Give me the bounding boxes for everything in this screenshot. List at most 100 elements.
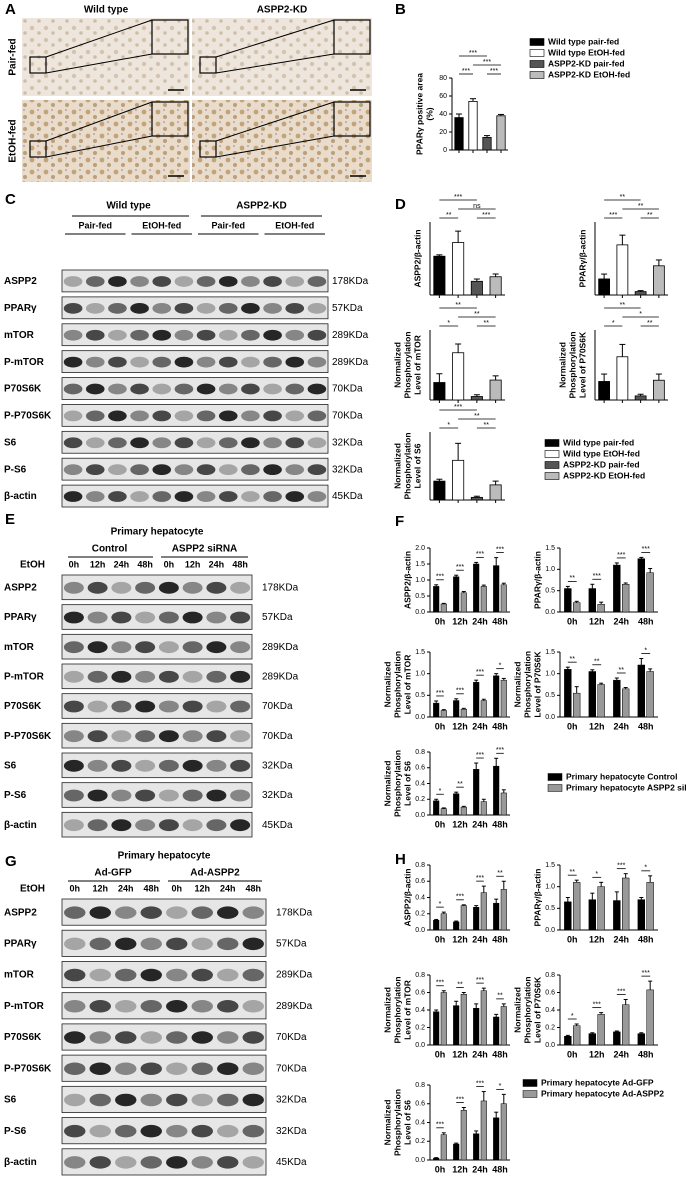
bar (637, 1033, 646, 1046)
group-label: Wild type (106, 201, 151, 212)
blot-band (307, 302, 327, 314)
blot-band (285, 329, 305, 341)
blot-band (166, 1093, 188, 1107)
blot-band (218, 437, 238, 449)
size-label: 178KDa (276, 907, 313, 918)
y-tick-label: 0.5 (545, 905, 555, 912)
blot-band (217, 1124, 239, 1138)
inset-box (29, 56, 47, 74)
x-tick-label: 48h (492, 1049, 508, 1059)
bar (480, 1100, 487, 1161)
significance-label: * (439, 788, 442, 795)
blot-band (263, 437, 282, 449)
blot-band (217, 1093, 239, 1107)
y-axis-label: Level of P70S6K (577, 331, 587, 398)
y-tick-label: 1.0 (545, 671, 555, 678)
time-label: 0h (69, 883, 80, 893)
blot-band (140, 1093, 162, 1107)
significance-label: * (447, 422, 450, 429)
significance-label: ** (594, 659, 600, 666)
bar (622, 1004, 630, 1046)
blot-band (111, 819, 132, 832)
blot-band (166, 906, 188, 919)
blot-band (196, 329, 216, 341)
bar (453, 1143, 460, 1161)
significance-label: *** (617, 552, 625, 559)
blot-band (263, 276, 282, 287)
blot-band (241, 437, 260, 449)
blot-band (182, 759, 203, 772)
blot-title: Primary hepatocyte (118, 851, 211, 862)
bar (480, 801, 487, 816)
y-axis-label: Normalized (382, 1100, 392, 1146)
blot-band (263, 356, 282, 368)
protein-label: S6 (4, 1095, 17, 1106)
bar (637, 558, 646, 613)
bar (573, 692, 581, 718)
significance-label: *** (609, 212, 617, 219)
bar (440, 992, 447, 1046)
blot-band (174, 356, 194, 368)
bar (500, 584, 507, 613)
protein-label: ASPP2 (4, 582, 37, 593)
blot-band (158, 641, 179, 654)
y-tick-label: 0.6 (415, 1101, 425, 1108)
blot-band (242, 1000, 264, 1013)
blot-band (196, 356, 216, 368)
blot-band (87, 789, 108, 802)
protein-label: P-mTOR (4, 357, 45, 368)
inset-connector (45, 135, 153, 158)
blot-band (206, 581, 227, 594)
x-tick-label: 48h (492, 819, 508, 829)
blot-band (140, 1124, 162, 1138)
significance-label: *** (476, 1080, 484, 1087)
bar (480, 700, 487, 718)
significance-label: * (447, 320, 450, 327)
bar (653, 265, 665, 296)
blot-band (242, 937, 264, 951)
y-axis-label: Normalized (382, 662, 392, 708)
significance-label: *** (476, 875, 484, 882)
blot-band (158, 611, 179, 624)
bar (613, 679, 621, 718)
blot-band (196, 464, 216, 476)
bar (597, 604, 605, 613)
blot-band (285, 276, 305, 287)
blot-band (307, 276, 327, 287)
blot-band (285, 437, 305, 449)
y-tick-label: 0.4 (415, 894, 425, 901)
y-tick-label: 0.0 (545, 714, 555, 721)
blot-band (64, 937, 86, 951)
significance-label: ** (570, 869, 576, 876)
time-label: 12h (92, 883, 108, 893)
blot-band (108, 437, 127, 449)
panel-letter: D (395, 196, 406, 213)
x-tick-label: 24h (472, 934, 488, 944)
y-tick-label: 0.2 (545, 1024, 555, 1031)
y-axis-label: Phosphorylation (402, 331, 412, 398)
blot-band (182, 581, 203, 594)
blot-band (196, 302, 216, 314)
significance-label: *** (482, 212, 490, 219)
bar (433, 702, 440, 718)
y-tick-label: 0.5 (415, 593, 425, 600)
legend-swatch (529, 38, 545, 46)
time-label: 12h (90, 559, 106, 569)
panel-letter: G (5, 853, 17, 870)
y-axis-label: (%) (424, 107, 434, 120)
blot-band (130, 491, 149, 502)
blot-band (174, 410, 194, 422)
blot-band (140, 1031, 162, 1044)
bar (573, 882, 581, 931)
legend-label: Wild type pair-fed (548, 36, 619, 46)
blot-band (230, 641, 251, 654)
blot-band (108, 276, 127, 287)
legend-label: ASPP2-KD pair-fed (563, 459, 640, 469)
blot-band (115, 1000, 137, 1013)
y-axis-label: Normalized (382, 761, 392, 807)
blot-band (85, 383, 105, 395)
y-axis-label: Level of S6 (402, 761, 412, 806)
blot-band (158, 730, 179, 743)
bar (454, 117, 464, 151)
